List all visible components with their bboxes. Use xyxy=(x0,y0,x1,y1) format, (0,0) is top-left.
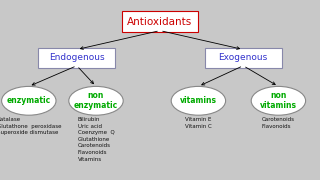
Text: Exogenous: Exogenous xyxy=(219,53,268,62)
FancyBboxPatch shape xyxy=(38,48,115,68)
Text: Endogenous: Endogenous xyxy=(49,53,105,62)
Text: Carotenoids
Flavonoids: Carotenoids Flavonoids xyxy=(262,117,295,129)
Text: vitamins: vitamins xyxy=(180,96,217,105)
Text: non
vitamins: non vitamins xyxy=(260,91,297,111)
FancyBboxPatch shape xyxy=(205,48,282,68)
FancyBboxPatch shape xyxy=(122,11,198,32)
Text: Vitamin E
Vitamin C: Vitamin E Vitamin C xyxy=(185,117,212,129)
Text: Antioxidants: Antioxidants xyxy=(127,17,193,27)
Ellipse shape xyxy=(251,86,306,115)
Text: non
enzymatic: non enzymatic xyxy=(74,91,118,111)
Text: Bilirubin
Uric acid
Coenzyme  Q
Glutathione
Carotenoids
Flavonoids
Vitamins: Bilirubin Uric acid Coenzyme Q Glutathio… xyxy=(78,117,114,162)
Ellipse shape xyxy=(69,86,123,115)
Ellipse shape xyxy=(2,86,56,115)
Text: enzymatic: enzymatic xyxy=(7,96,51,105)
Text: Catalase
Glutathone  peroxidase
Superoxide dismutase: Catalase Glutathone peroxidase Superoxid… xyxy=(0,117,61,135)
Ellipse shape xyxy=(171,86,226,115)
